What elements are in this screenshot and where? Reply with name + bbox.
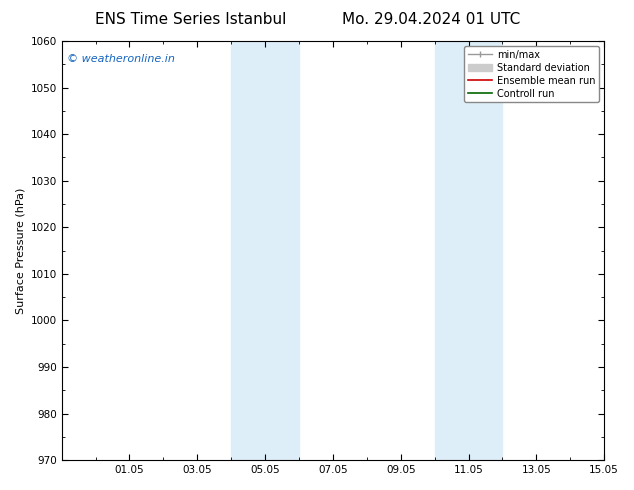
- Text: © weatheronline.in: © weatheronline.in: [67, 53, 175, 64]
- Text: ENS Time Series Istanbul: ENS Time Series Istanbul: [94, 12, 286, 27]
- Bar: [231, 41, 299, 460]
- Legend: min/max, Standard deviation, Ensemble mean run, Controll run: min/max, Standard deviation, Ensemble me…: [464, 46, 599, 102]
- Y-axis label: Surface Pressure (hPa): Surface Pressure (hPa): [15, 187, 25, 314]
- Bar: [434, 41, 502, 460]
- Text: Mo. 29.04.2024 01 UTC: Mo. 29.04.2024 01 UTC: [342, 12, 521, 27]
